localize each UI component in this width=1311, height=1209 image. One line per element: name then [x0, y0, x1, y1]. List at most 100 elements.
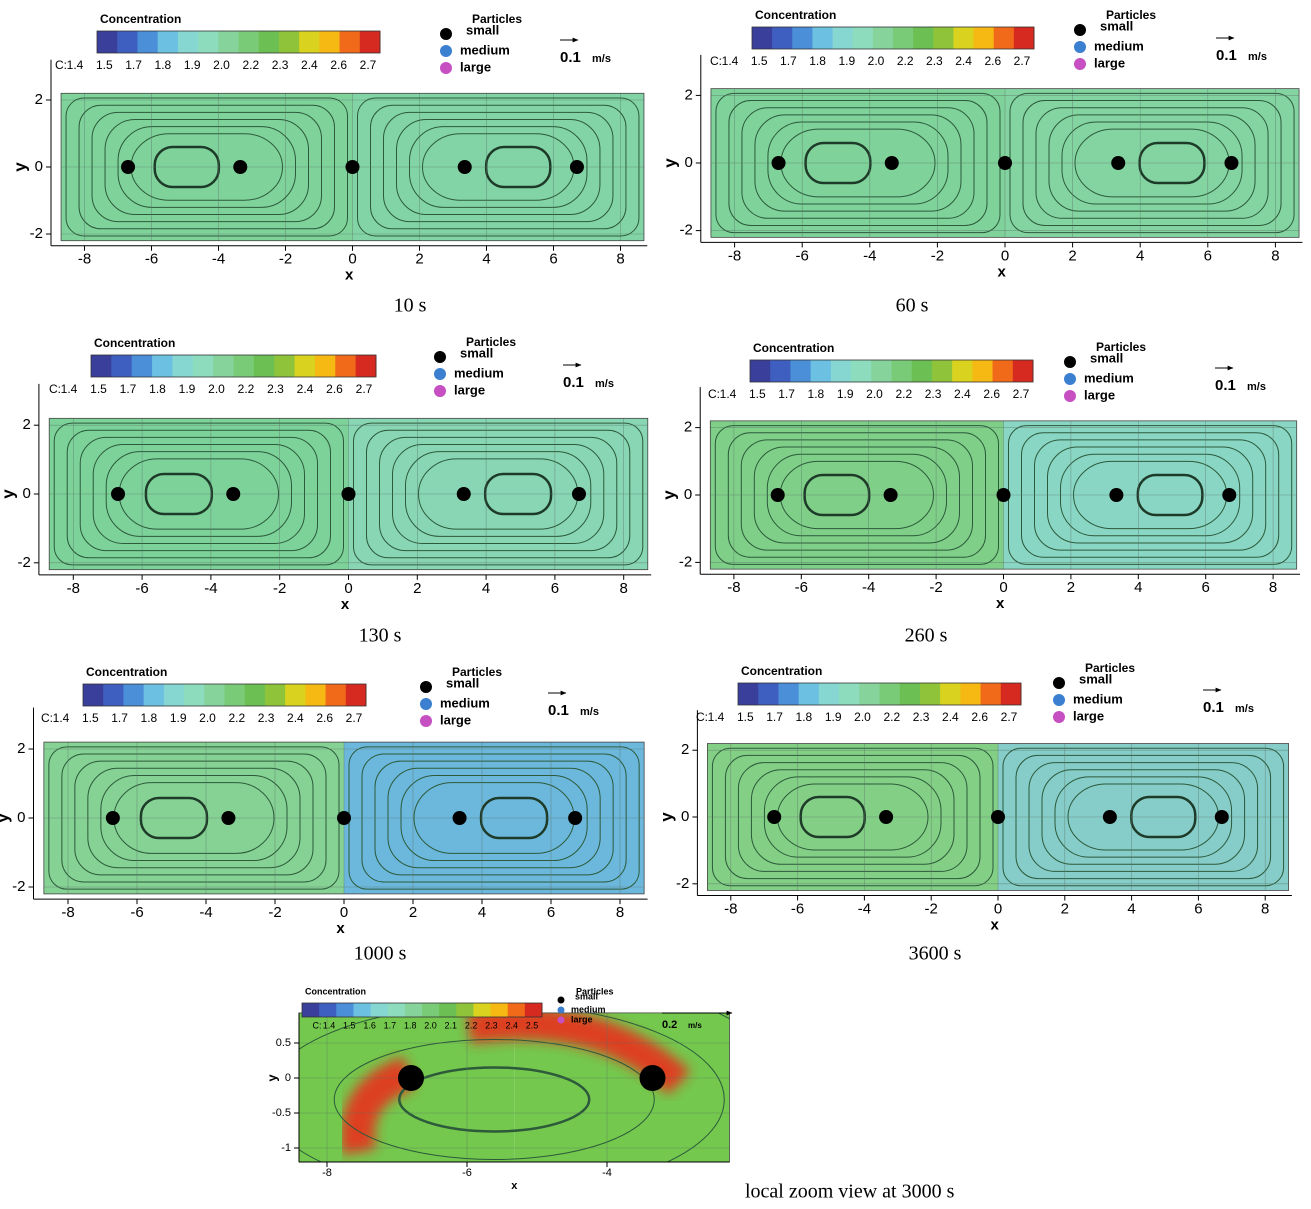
colorbar-tick-label: 1.4	[67, 58, 84, 72]
y-tick-label: 0	[285, 1072, 291, 1084]
y-tick-label: 2	[23, 416, 31, 433]
colorbar-tick-label: 2.2	[238, 382, 255, 396]
colorbar-band	[973, 27, 995, 49]
cylinder	[452, 811, 467, 825]
y-tick-label: -2	[679, 553, 692, 570]
x-tick-label: -4	[602, 1167, 612, 1179]
x-tick-label: 6	[1204, 247, 1212, 264]
legend-marker	[1053, 711, 1065, 723]
colorbar-tick-label: 1.6	[363, 1020, 376, 1030]
colorbar-band	[238, 31, 260, 53]
colorbar-band	[278, 31, 300, 53]
colorbar-band	[940, 683, 961, 705]
x-axis-label: x	[997, 263, 1006, 280]
colorbar-tick-label: 2.7	[356, 382, 373, 396]
velocity-value: 0.1	[563, 374, 584, 391]
legend-marker	[557, 1006, 565, 1014]
x-tick-label: 6	[551, 580, 559, 597]
legend-label: large	[571, 1014, 593, 1024]
legend-marker	[1053, 677, 1065, 689]
colorbar-band	[319, 1003, 337, 1017]
colorbar-band	[355, 355, 377, 377]
colorbar-band	[952, 360, 973, 382]
colorbar-tick-label: 1.9	[170, 711, 187, 725]
colorbar-band	[198, 31, 219, 53]
cylinder	[457, 160, 472, 174]
x-tick-label: 0	[999, 579, 1007, 596]
colorbar-prefix: C:	[696, 710, 708, 724]
colorbar-tick-label: 1.5	[737, 710, 754, 724]
x-tick-label: 4	[482, 580, 490, 597]
colorbar-tick-label: 1.8	[796, 710, 813, 724]
x-tick-label: -6	[145, 251, 158, 268]
legend-title: Particles	[452, 665, 502, 679]
legend-marker	[420, 698, 432, 710]
colorbar-band	[117, 31, 138, 53]
domain-border	[60, 92, 645, 242]
colorbar-band	[832, 27, 854, 49]
colorbar-band	[91, 355, 112, 377]
colorbar-title: Concentration	[94, 336, 175, 350]
colorbar-band	[335, 355, 357, 377]
x-tick-label: -2	[931, 247, 944, 264]
x-axis-label: x	[996, 595, 1005, 612]
legend-label: large	[1094, 55, 1125, 70]
legend-label: large	[1073, 708, 1104, 723]
caption: 1000 s	[354, 943, 407, 965]
colorbar-tick-label: 2.0	[213, 58, 230, 72]
colorbar-prefix: C:	[55, 58, 67, 72]
legend-label: medium	[1094, 38, 1144, 53]
x-tick-label: 2	[1061, 900, 1069, 917]
colorbar-band	[172, 355, 194, 377]
y-tick-label: -2	[30, 225, 43, 242]
legend-label: medium	[454, 365, 504, 380]
colorbar-band	[772, 27, 793, 49]
cylinder	[639, 1065, 666, 1091]
cylinder	[1111, 156, 1126, 170]
y-tick-label: 2	[35, 91, 43, 108]
domain-border	[707, 743, 1289, 891]
colorbar-tick-label: 2.0	[854, 710, 871, 724]
colorbar-band	[899, 683, 921, 705]
colorbar-band	[792, 27, 813, 49]
x-tick-label: 6	[549, 251, 557, 268]
colorbar-tick-label: 1.7	[766, 710, 783, 724]
x-axis-label: x	[345, 267, 354, 284]
domain-border	[710, 88, 1300, 238]
x-tick-label: 6	[547, 904, 555, 921]
x-tick-label: 8	[1269, 579, 1277, 596]
colorbar-band	[111, 355, 133, 377]
x-tick-label: 8	[1261, 900, 1269, 917]
x-axis-label: x	[990, 916, 999, 933]
colorbar-band	[992, 360, 1014, 382]
colorbar-band	[473, 1003, 492, 1017]
colorbar-band	[812, 27, 834, 49]
velocity-unit: m/s	[1247, 381, 1266, 393]
colorbar-band	[204, 684, 225, 706]
velocity-unit: m/s	[592, 53, 611, 65]
colorbar-tick-label: 1.9	[179, 382, 196, 396]
cylinder	[398, 1065, 424, 1091]
colorbar-band	[294, 355, 316, 377]
colorbar-band	[370, 1003, 389, 1017]
cylinder	[1224, 156, 1239, 170]
colorbar-tick-label: 1.9	[825, 710, 842, 724]
colorbar-tick-label: 1.8	[808, 387, 825, 401]
colorbar-band	[960, 683, 982, 705]
colorbar-tick-label: 2.4	[287, 711, 304, 725]
x-tick-label: 8	[616, 904, 624, 921]
colorbar-tick-label: 1.5	[749, 387, 766, 401]
caption: local zoom view at 3000 s	[745, 1181, 955, 1203]
colorbar-tick-label: 1.7	[778, 387, 795, 401]
colorbar-band	[218, 31, 239, 53]
colorbar-tick-label: 2.7	[1014, 54, 1031, 68]
x-tick-label: 8	[620, 580, 628, 597]
colorbar-band	[893, 27, 914, 49]
y-tick-label: 0.5	[276, 1037, 291, 1049]
colorbar-tick-label: 2.2	[242, 58, 259, 72]
x-tick-label: 2	[1068, 247, 1076, 264]
y-axis-label: y	[0, 489, 17, 499]
x-tick-label: -6	[130, 904, 143, 921]
colorbar-tick-label: 2.4	[297, 382, 314, 396]
colorbar-band	[456, 1003, 474, 1017]
